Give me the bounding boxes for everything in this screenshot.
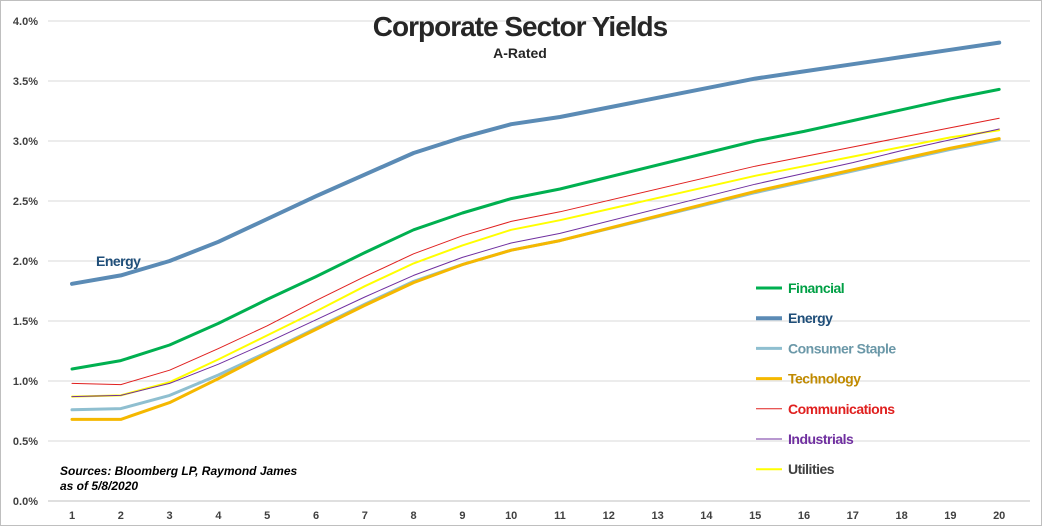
series-line-communications [71, 117, 1000, 386]
x-tick-label: 15 [749, 510, 761, 522]
x-tick-label: 8 [411, 510, 417, 522]
legend: Financial Energy Consumer Staple Technology… [756, 280, 897, 477]
x-tick-label: 6 [313, 510, 319, 522]
chart-title: Corporate Sector Yields [373, 11, 668, 42]
y-tick-label: 1.0% [13, 376, 38, 388]
chart-subtitle: A-Rated [493, 45, 547, 61]
gridlines [48, 20, 1030, 502]
x-tick-label: 13 [651, 510, 663, 522]
series-line-technology [70, 137, 1001, 421]
series-line-financial [70, 87, 1001, 371]
x-tick-label: 19 [944, 510, 956, 522]
x-tick-label: 4 [215, 510, 222, 522]
legend-label-financial: Financial [788, 280, 844, 296]
y-tick-label: 4.0% [13, 16, 38, 28]
series-lines [70, 40, 1002, 421]
x-tick-label: 18 [895, 510, 907, 522]
y-tick-label: 0.5% [13, 436, 38, 448]
x-tick-label: 2 [118, 510, 124, 522]
legend-label-communications: Communications [788, 401, 895, 417]
x-tick-label: 3 [167, 510, 173, 522]
series-line-industrials [71, 128, 1000, 398]
x-tick-label: 17 [847, 510, 859, 522]
x-tick-label: 11 [554, 510, 566, 522]
x-axis: 1 2 3 4 5 6 7 8 9 10 11 12 13 14 15 16 17 18 19 20 [69, 510, 1005, 522]
y-axis: 0.0% 0.5% 1.0% 1.5% 2.0% 2.5% 3.0% 3.5% 4.0% [13, 16, 38, 508]
x-tick-label: 5 [264, 510, 270, 522]
x-tick-label: 12 [603, 510, 615, 522]
x-tick-label: 9 [459, 510, 465, 522]
as-of-note: as of 5/8/2020 [60, 479, 138, 493]
legend-label-consumer-staple: Consumer Staple [788, 340, 896, 356]
y-tick-label: 3.0% [13, 136, 38, 148]
source-note: Sources: Bloomberg LP, Raymond James [60, 464, 298, 478]
x-tick-label: 14 [700, 510, 713, 522]
series-line-consumer-staple [70, 138, 1001, 412]
y-tick-label: 2.5% [13, 196, 38, 208]
series-line-energy [70, 40, 1002, 286]
x-tick-label: 20 [993, 510, 1005, 522]
legend-label-utilities: Utilities [788, 461, 835, 477]
x-tick-label: 10 [505, 510, 517, 522]
x-tick-label: 7 [362, 510, 368, 522]
y-tick-label: 2.0% [13, 256, 38, 268]
legend-label-technology: Technology [788, 371, 861, 387]
legend-label-industrials: Industrials [788, 431, 854, 447]
y-tick-label: 3.5% [13, 76, 38, 88]
x-tick-label: 16 [798, 510, 810, 522]
x-tick-label: 1 [69, 510, 75, 522]
y-tick-label: 1.5% [13, 316, 38, 328]
y-tick-label: 0.0% [13, 496, 38, 508]
series-line-utilities [71, 129, 1001, 398]
annotation-energy: Energy [96, 253, 141, 269]
legend-label-energy: Energy [788, 310, 833, 326]
